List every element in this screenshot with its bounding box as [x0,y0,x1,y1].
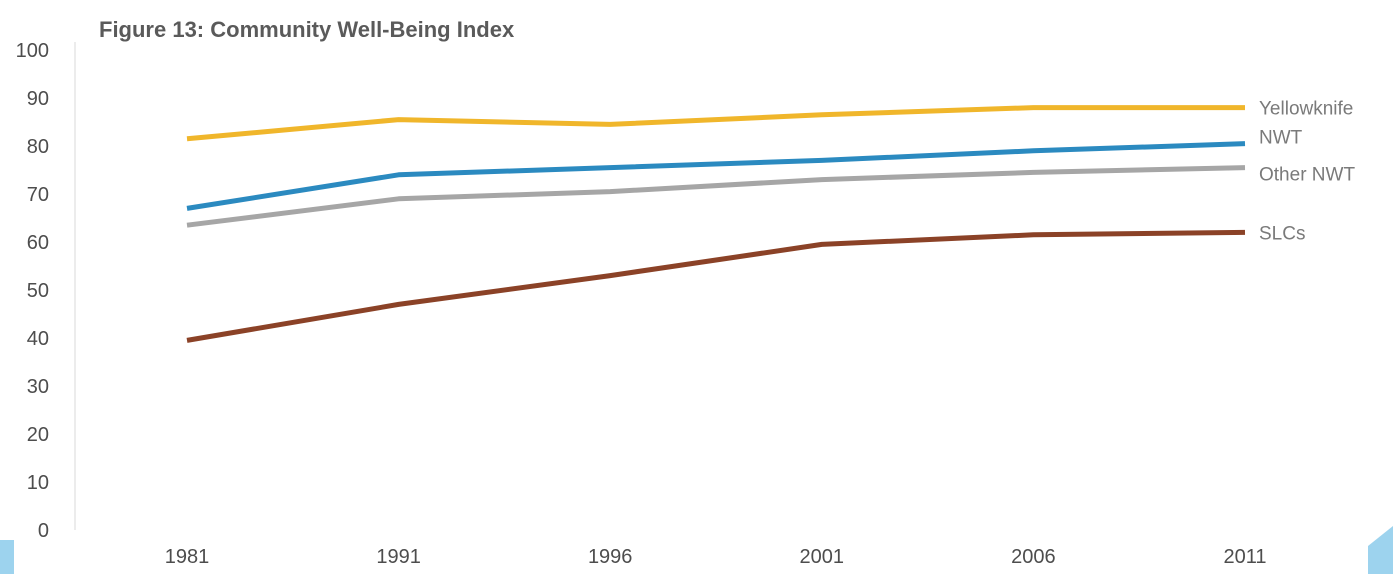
x-tick-label: 1981 [165,546,210,568]
x-tick-label: 1991 [376,546,421,568]
x-axis-ticks: 1981 1991 1996 2001 2006 2011 [165,546,1267,568]
x-tick-label: 2001 [800,546,845,568]
y-tick-label: 60 [27,232,49,254]
x-tick-label: 1996 [588,546,633,568]
series-line-other-nwt [186,165,1246,228]
series-lines [186,105,1246,343]
y-tick-label: 70 [27,184,49,206]
corner-accent-left [0,540,14,574]
y-tick-label: 40 [27,328,49,350]
y-tick-label: 0 [38,520,49,542]
chart-title: Figure 13: Community Well-Being Index [99,17,515,42]
series-line-nwt [186,141,1246,211]
corner-accent-right [1368,526,1393,574]
y-tick-label: 90 [27,88,49,110]
series-label-nwt: NWT [1259,128,1303,149]
y-tick-label: 100 [16,40,49,62]
series-label-slcs: SLCs [1259,223,1305,244]
series-label-other-nwt: Other NWT [1259,165,1355,186]
y-tick-label: 50 [27,280,49,302]
series-line-slcs [186,229,1246,343]
series-line-yellowknife [186,105,1245,142]
y-tick-label: 30 [27,376,49,398]
y-tick-label: 20 [27,424,49,446]
x-tick-label: 2006 [1011,546,1056,568]
series-labels: Yellowknife NWT Other NWT SLCs [1259,99,1355,245]
series-label-yellowknife: Yellowknife [1259,99,1353,120]
x-tick-label: 2011 [1223,546,1266,568]
y-tick-label: 10 [27,472,49,494]
y-tick-label: 80 [27,136,49,158]
y-axis-ticks: 0 10 20 30 40 50 60 70 80 90 100 [16,40,49,542]
